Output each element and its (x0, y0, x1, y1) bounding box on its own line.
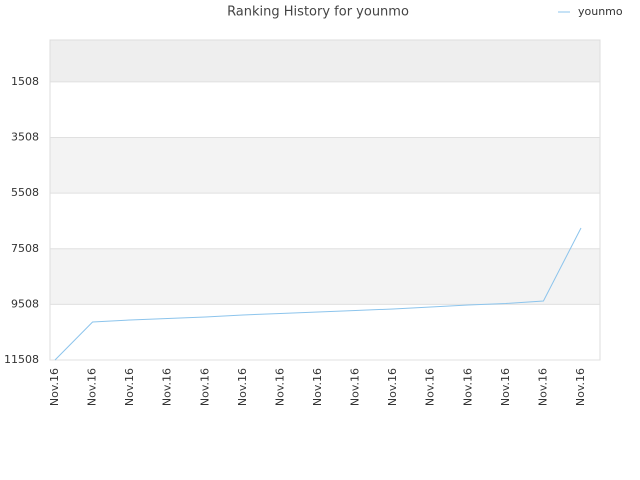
x-tick-label: Nov.16 (499, 368, 512, 406)
y-tick-label: 11508 (4, 353, 39, 366)
y-tick-label: 5508 (11, 186, 39, 199)
x-tick-label: Nov.16 (386, 368, 399, 406)
y-tick-label: 1508 (11, 75, 39, 88)
x-tick-label: Nov.16 (48, 368, 61, 406)
y-tick-label: 7508 (11, 242, 39, 255)
x-tick-label: Nov.16 (161, 368, 174, 406)
x-tick-label: Nov.16 (461, 368, 474, 406)
plot-band (50, 137, 600, 194)
line (54, 227, 582, 361)
x-tick-label: Nov.16 (424, 368, 437, 406)
x-tick-label: Nov.16 (349, 368, 362, 406)
x-tick-label: Nov.16 (123, 368, 136, 406)
plot-band (50, 304, 600, 360)
plot-band (50, 248, 600, 305)
x-tick-label: Nov.16 (574, 368, 587, 406)
plot-band (50, 40, 600, 82)
x-tick-label: Nov.16 (86, 368, 99, 406)
plot-band (50, 193, 600, 249)
y-tick-label: 3508 (11, 131, 39, 144)
chart-title: Ranking History for younmo (227, 5, 409, 20)
legend-label: younmo (578, 5, 623, 18)
y-tick-label: 9508 (11, 297, 39, 310)
x-tick-label: Nov.16 (536, 368, 549, 406)
x-tick-label: Nov.16 (311, 368, 324, 406)
plot-band (50, 81, 600, 138)
x-tick-label: Nov.16 (198, 368, 211, 406)
x-tick-label: Nov.16 (236, 368, 249, 406)
x-tick-label: Nov.16 (273, 368, 286, 406)
